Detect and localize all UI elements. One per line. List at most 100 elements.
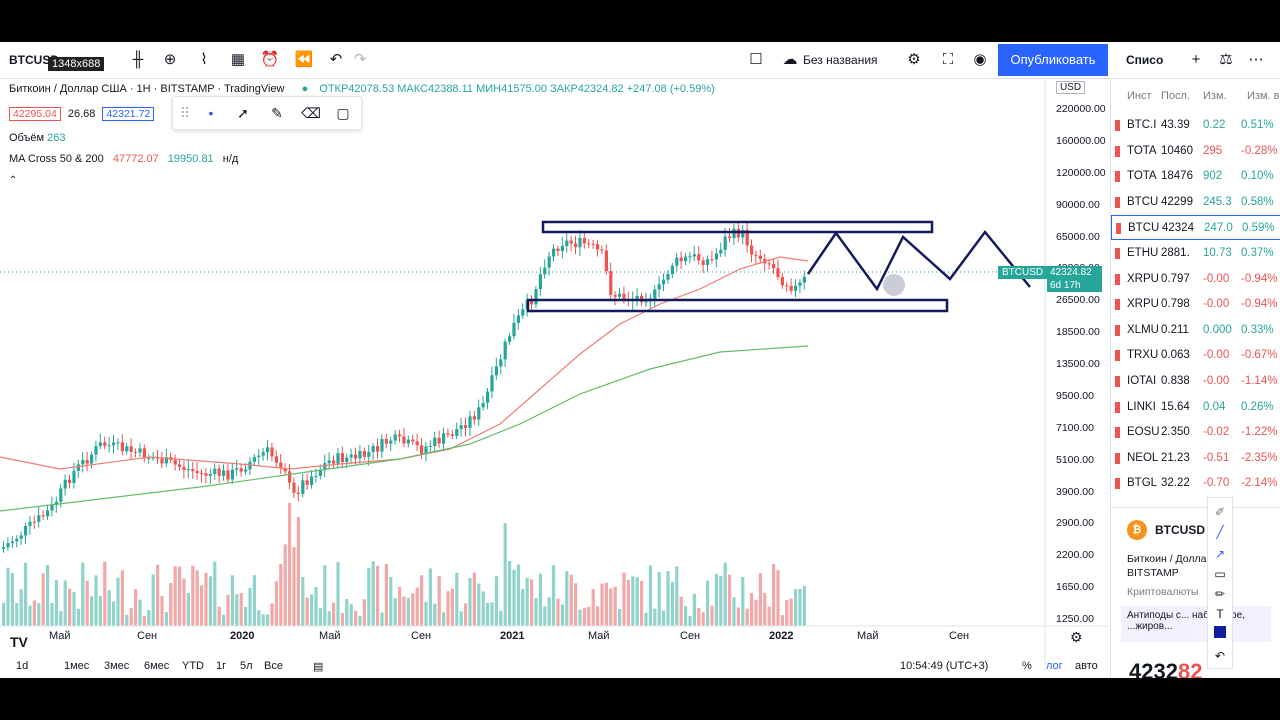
brush-icon[interactable]: ✐ xyxy=(1214,505,1226,519)
alert-icon[interactable]: ⏰ xyxy=(260,51,280,68)
range-6[interactable]: Все xyxy=(264,660,283,672)
range-0[interactable]: 1мес xyxy=(64,660,90,672)
flag-icon[interactable] xyxy=(1115,376,1120,387)
candles-icon[interactable]: ╫ xyxy=(132,51,144,68)
flag-icon[interactable] xyxy=(1115,401,1120,413)
flag-icon[interactable] xyxy=(1115,145,1120,157)
flag-icon[interactable] xyxy=(1115,299,1120,311)
indicators-icon[interactable]: ⌇ xyxy=(200,51,208,68)
watchlist-row[interactable]: NEOL 21.23 -0.51 -2.35% xyxy=(1111,446,1280,471)
range-2[interactable]: 6мес xyxy=(144,660,170,672)
range-4[interactable]: 1г xyxy=(216,660,227,672)
ma-label[interactable]: MA Cross 50 & 200 xyxy=(9,153,104,165)
highlighter-icon[interactable]: ✏ xyxy=(1214,587,1226,601)
flag-icon[interactable] xyxy=(1115,324,1120,336)
watchlist-row[interactable]: BTGL 32.22 -0.70 -2.14% xyxy=(1111,471,1280,496)
watchlist-row[interactable]: TRXU 0.063 -0.00 -0.67% xyxy=(1111,343,1280,368)
price-chart-svg[interactable] xyxy=(0,79,1108,664)
volume-bar xyxy=(754,599,758,626)
arrow-icon[interactable]: ↗ xyxy=(1214,547,1226,561)
symbol-search[interactable]: BTCUSD xyxy=(9,53,59,67)
templates-icon[interactable]: ▦ xyxy=(230,51,246,68)
flag-icon[interactable] xyxy=(1115,452,1120,464)
price-axis[interactable]: USD 220000.00 160000.00 120000.00 90000.00 6… xyxy=(1048,79,1108,664)
watchlist-row[interactable]: LINKI 15.64 0.04 0.26% xyxy=(1111,395,1280,420)
percent-toggle[interactable]: % xyxy=(1022,660,1032,672)
currency-selector[interactable]: USD xyxy=(1056,81,1086,94)
watchlist-col-header[interactable]: Изм. в xyxy=(1247,90,1280,102)
dot-icon[interactable]: • xyxy=(208,105,214,121)
square-icon[interactable]: ☐ xyxy=(749,51,763,68)
candle-body xyxy=(103,442,107,446)
clock[interactable]: 10:54:49 (UTC+3) xyxy=(900,660,989,672)
flag-icon[interactable] xyxy=(1115,171,1120,183)
watchlist-row[interactable]: XLMU 0.211 0.000 0.33% xyxy=(1111,318,1280,343)
rectangle-icon[interactable]: ▢ xyxy=(336,105,350,121)
symbol-title[interactable]: Биткоин / Доллар США · 1Н · BITSTAMP · T… xyxy=(9,83,285,95)
flag-icon[interactable] xyxy=(1115,478,1120,490)
range-5[interactable]: 5л xyxy=(240,660,253,672)
publish-button[interactable]: Опубликовать xyxy=(998,44,1108,76)
undo-draw-icon[interactable]: ↶ xyxy=(1214,649,1226,663)
sell-button[interactable]: 42295.04 xyxy=(9,107,61,121)
replay-icon[interactable]: ⏪ xyxy=(294,51,314,68)
chart-pane[interactable]: Биткоин / Доллар США · 1Н · BITSTAMP · T… xyxy=(0,79,1108,664)
tradingview-logo-icon[interactable]: TV xyxy=(10,634,28,650)
calendar-icon[interactable]: ▤ xyxy=(313,661,324,673)
redo-icon[interactable]: ↷ xyxy=(353,51,367,68)
flag-icon[interactable] xyxy=(1115,196,1120,208)
watchlist-col-header[interactable]: Инст xyxy=(1127,90,1152,102)
flag-icon[interactable] xyxy=(1115,427,1120,439)
auto-toggle[interactable]: авто xyxy=(1075,660,1098,672)
cursor-icon[interactable]: ➚ xyxy=(237,105,249,121)
watchlist-title[interactable]: Списо xyxy=(1126,53,1164,67)
flag-icon[interactable] xyxy=(1115,120,1120,131)
text-tool-icon[interactable]: T xyxy=(1216,607,1224,621)
axis-settings-icon[interactable]: ⚙ xyxy=(1070,629,1083,645)
watchlist-row[interactable]: BTC.I 43.39 0.22 0.51% xyxy=(1111,113,1280,138)
collapse-legend-icon[interactable]: ⌃ xyxy=(9,175,18,186)
timeframe-1d[interactable]: 1d xyxy=(16,660,29,672)
details-note[interactable]: Антиподы с... набранное, ...жиров... xyxy=(1121,606,1271,642)
add-icon[interactable]: ⊕ xyxy=(163,51,177,68)
watchlist-row[interactable]: EOSU 2.350 -0.02 -1.22% xyxy=(1111,420,1280,445)
eraser-icon[interactable]: ⌫ xyxy=(301,105,321,121)
watchlist-row[interactable]: XRPU 0.797 -0.00 -0.94% xyxy=(1111,267,1280,292)
flag-icon[interactable] xyxy=(1115,350,1120,362)
time-axis[interactable]: Май Сен 2020 Май Сен 2021 Май Сен 2022 Май Сен xyxy=(0,628,1045,646)
range-3[interactable]: YTD xyxy=(182,660,204,672)
more-icon[interactable]: ⋯ xyxy=(1248,51,1264,68)
layout-name[interactable]: Без названия xyxy=(803,53,878,67)
flag-icon[interactable] xyxy=(1115,248,1120,259)
pen-icon[interactable]: ✎ xyxy=(271,105,283,121)
watchlist-row[interactable]: IOTAI 0.838 -0.00 -1.14% xyxy=(1111,369,1280,394)
watchlist-col-header[interactable]: Изм. xyxy=(1203,90,1227,102)
range-1[interactable]: 3мес xyxy=(104,660,130,672)
line-icon[interactable]: ╱ xyxy=(1216,525,1224,539)
cloud-icon[interactable]: ☁ xyxy=(782,51,798,68)
price-tick: 2200.00 xyxy=(1056,549,1094,562)
watchlist-row[interactable]: BTCU 42299 245.3 0.58% xyxy=(1111,190,1280,215)
undo-icon[interactable]: ↶ xyxy=(329,51,343,68)
add-symbol-icon[interactable]: + xyxy=(1191,51,1201,68)
watchlist-row[interactable]: XRPU 0.798 -0.00 -0.94% xyxy=(1111,292,1280,317)
drag-handle-icon[interactable]: ⠿ xyxy=(179,105,191,121)
log-toggle[interactable]: лог xyxy=(1046,660,1063,672)
time-tick: 2021 xyxy=(500,630,525,642)
fullscreen-icon[interactable]: ⛶ xyxy=(942,51,954,68)
watchlist-row[interactable]: TOTA 18476 902 0.10% xyxy=(1111,164,1280,189)
rect-tool-icon[interactable]: ▭ xyxy=(1214,567,1226,581)
settings-icon[interactable]: ⚙ xyxy=(907,51,921,68)
flag-icon[interactable] xyxy=(1116,223,1121,235)
flag-icon[interactable] xyxy=(1115,273,1120,285)
scale-icon[interactable]: ⚖ xyxy=(1219,51,1233,68)
color-swatch-icon[interactable] xyxy=(1210,624,1230,644)
watchlist-row[interactable]: ETHU 2881. 10.73 0.37% xyxy=(1111,241,1280,266)
watchlist-row[interactable]: TOTA 10460 295 -0.28% xyxy=(1111,139,1280,164)
camera-icon[interactable]: ◉ xyxy=(973,51,987,68)
candle-body xyxy=(336,453,340,464)
buy-button[interactable]: 42321.72 xyxy=(102,107,155,121)
watchlist-col-header[interactable]: Посл. xyxy=(1161,90,1190,102)
details-symbol[interactable]: BTCUSD xyxy=(1155,523,1205,537)
watchlist-row[interactable]: BTCU 42324 247.0 0.59% xyxy=(1111,215,1280,241)
